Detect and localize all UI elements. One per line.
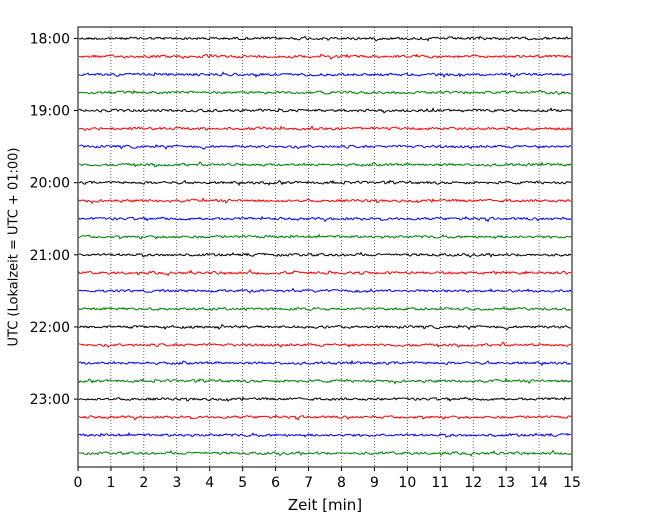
x-tick-label: 2 bbox=[139, 475, 148, 491]
x-axis-label: Zeit [min] bbox=[288, 496, 362, 514]
x-tick-label: 7 bbox=[304, 475, 313, 491]
trace-line bbox=[78, 251, 572, 258]
trace-line bbox=[78, 414, 572, 421]
x-tick-label: 15 bbox=[563, 475, 581, 491]
trace-line bbox=[78, 233, 572, 240]
trace-line bbox=[78, 71, 572, 79]
trace-line bbox=[78, 305, 572, 312]
y-tick-label: 19:00 bbox=[30, 104, 70, 120]
y-tick-label: 22:00 bbox=[30, 320, 70, 336]
x-tick-label: 8 bbox=[337, 475, 346, 491]
x-tick-label: 3 bbox=[172, 475, 181, 491]
trace-line bbox=[78, 359, 572, 367]
trace-line bbox=[78, 53, 572, 60]
x-tick-label: 4 bbox=[205, 475, 214, 491]
x-axis: 0 1 2 3 4 5 6 7 8 9 10 11 12 13 14 15 bbox=[74, 467, 581, 491]
x-tick-label: 12 bbox=[464, 475, 482, 491]
x-tick-label: 1 bbox=[106, 475, 115, 491]
trace-line bbox=[78, 143, 572, 150]
trace-line bbox=[78, 215, 572, 223]
x-tick-label: 0 bbox=[74, 475, 83, 491]
y-axis: 18:00 19:00 20:00 21:00 22:00 23:00 bbox=[30, 31, 78, 408]
trace-line bbox=[78, 449, 572, 457]
trace-line bbox=[78, 197, 572, 205]
y-tick-label: 18:00 bbox=[30, 31, 70, 47]
trace-line bbox=[78, 161, 572, 168]
x-tick-label: 14 bbox=[530, 475, 548, 491]
trace-line bbox=[78, 35, 572, 42]
y-tick-label: 21:00 bbox=[30, 248, 70, 264]
grid-lines bbox=[110, 27, 540, 467]
trace-line bbox=[78, 125, 572, 132]
trace-group bbox=[78, 35, 572, 457]
trace-line bbox=[78, 287, 572, 294]
trace-line bbox=[78, 396, 572, 402]
trace-line bbox=[78, 377, 572, 385]
y-tick-label: 20:00 bbox=[30, 176, 70, 192]
x-tick-label: 6 bbox=[271, 475, 280, 491]
x-tick-label: 9 bbox=[370, 475, 379, 491]
x-tick-label: 10 bbox=[398, 475, 416, 491]
trace-line bbox=[78, 323, 572, 331]
plot-frame bbox=[77, 26, 573, 468]
y-tick-label: 23:00 bbox=[30, 392, 70, 408]
x-tick-label: 11 bbox=[431, 475, 449, 491]
trace-line bbox=[78, 89, 572, 96]
trace-line bbox=[78, 179, 572, 187]
y-axis-label: UTC (Lokalzeit = UTC + 01:00) bbox=[7, 148, 22, 347]
x-tick-label: 13 bbox=[497, 475, 515, 491]
trace-line bbox=[78, 341, 572, 348]
trace-line bbox=[78, 268, 572, 277]
trace-line bbox=[78, 431, 572, 438]
trace-line bbox=[78, 107, 572, 114]
x-tick-label: 5 bbox=[238, 475, 247, 491]
